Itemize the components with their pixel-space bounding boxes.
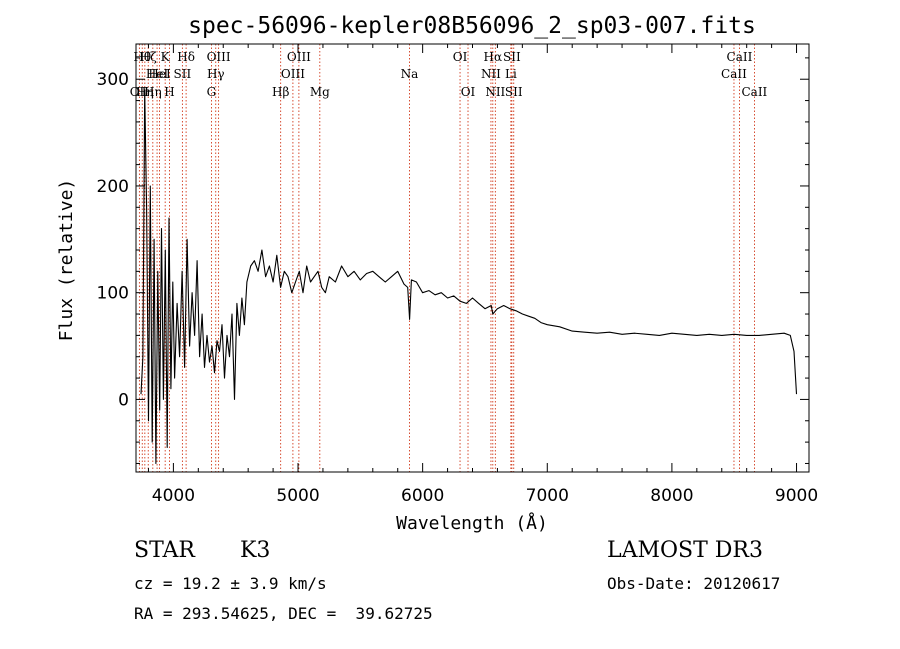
line-label: NII bbox=[485, 85, 505, 99]
coordinates: RA = 293.54625, DEC = 39.62725 bbox=[134, 604, 433, 623]
line-label: SII bbox=[505, 85, 523, 99]
line-label: G bbox=[207, 85, 217, 99]
redshift-text: cz = 19.2 ± 3.9 km/s bbox=[134, 574, 327, 593]
line-label: Hδ bbox=[177, 50, 195, 64]
chart-title: spec-56096-kepler08B56096_2_sp03-007.fit… bbox=[188, 13, 756, 39]
survey-name: LAMOST DR3 bbox=[607, 538, 763, 563]
line-label: Hβ bbox=[272, 85, 289, 99]
line-label: Hθ bbox=[133, 50, 151, 64]
object-type: STAR bbox=[134, 538, 195, 563]
x-tick-label: 6000 bbox=[401, 486, 444, 506]
x-axis-ticks: 4000 5000 6000 7000 8000 9000 bbox=[147, 44, 818, 506]
line-label: Mg bbox=[310, 85, 330, 99]
line-label: CaII bbox=[727, 50, 753, 64]
x-tick-label: 9000 bbox=[775, 486, 818, 506]
line-label: SII bbox=[174, 67, 192, 81]
x-tick-label: 7000 bbox=[526, 486, 569, 506]
object-subclass: K3 bbox=[240, 538, 271, 563]
line-label: Hα bbox=[484, 50, 503, 64]
line-label: K bbox=[161, 50, 171, 64]
line-label: Hη bbox=[144, 85, 162, 99]
line-label: OIII bbox=[207, 50, 231, 64]
y-tick-label: 0 bbox=[118, 390, 129, 410]
x-tick-label: 8000 bbox=[650, 486, 693, 506]
line-label: OIII bbox=[287, 50, 311, 64]
line-label: HeI bbox=[146, 67, 169, 81]
x-axis-label: Wavelength (Å) bbox=[396, 512, 548, 534]
y-axis-label: Flux (relative) bbox=[56, 179, 77, 342]
line-label: OI bbox=[461, 85, 476, 99]
y-tick-label: 100 bbox=[97, 284, 129, 304]
y-axis-ticks: 0 100 200 300 bbox=[97, 57, 809, 464]
line-label: Hγ bbox=[207, 67, 225, 81]
line-label: NII bbox=[481, 67, 501, 81]
line-label: OI bbox=[453, 50, 468, 64]
spectral-line-markers bbox=[138, 44, 755, 472]
spectrum-line bbox=[140, 89, 798, 465]
obs-date: Obs-Date: 20120617 bbox=[607, 574, 781, 593]
line-label: H bbox=[164, 85, 174, 99]
line-label: HeI bbox=[148, 67, 171, 81]
x-tick-label: 5000 bbox=[276, 486, 319, 506]
line-label: SII bbox=[503, 50, 521, 64]
spectral-line-labels: OIIHθHηHζHηHeIHeIKHSIIHδGHγOIIIHβOIIIOII… bbox=[130, 50, 768, 99]
y-tick-label: 200 bbox=[97, 177, 129, 197]
line-label: CaII bbox=[741, 85, 767, 99]
x-tick-label: 4000 bbox=[152, 486, 195, 506]
line-label: Na bbox=[401, 67, 419, 81]
line-label: CaII bbox=[721, 67, 747, 81]
y-tick-label: 300 bbox=[97, 70, 129, 90]
line-label: Li bbox=[505, 67, 517, 81]
line-label: OIII bbox=[281, 67, 305, 81]
plot-frame bbox=[135, 43, 810, 473]
spectrum-series bbox=[140, 89, 798, 465]
line-label: Hζ bbox=[140, 50, 157, 64]
